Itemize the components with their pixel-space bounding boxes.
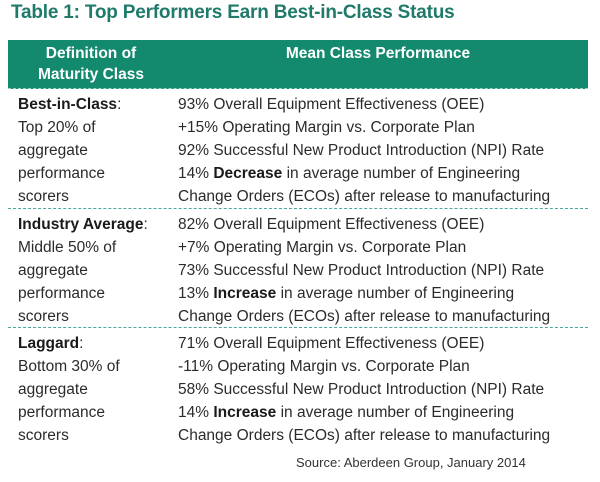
table-row-best-in-class: Best-in-Class: Top 20% of aggregate perf… bbox=[8, 89, 588, 209]
class-label: Industry Average: bbox=[18, 213, 178, 236]
metric-margin: +7% Operating Margin vs. Corporate Plan bbox=[178, 239, 467, 256]
metric-eco-line2: Change Orders (ECOs) after release to ma… bbox=[178, 188, 551, 205]
metric-npi: 58% Successful New Product Introduction … bbox=[178, 381, 545, 398]
header-col1-line1: Definition of bbox=[45, 45, 137, 62]
class-name: Laggard bbox=[18, 335, 80, 352]
metric-eco: 14% Decrease in average number of Engine… bbox=[178, 162, 588, 185]
eco-suffix: in average number of Engineering bbox=[276, 404, 515, 421]
header-definition-of-maturity-class: Definition of Maturity Class bbox=[16, 43, 166, 85]
definition-line: performance bbox=[18, 404, 106, 421]
metric-eco-line2: Change Orders (ECOs) after release to ma… bbox=[178, 308, 551, 325]
class-colon: : bbox=[79, 335, 84, 352]
class-label: Laggard: bbox=[18, 332, 178, 355]
class-colon: : bbox=[143, 216, 148, 233]
definition-line: aggregate bbox=[18, 142, 88, 159]
metric-eco: 13% Increase in average number of Engine… bbox=[178, 282, 588, 305]
definition-line: Top 20% of bbox=[18, 119, 96, 136]
definition-line: performance bbox=[18, 165, 106, 182]
definition-line: aggregate bbox=[18, 381, 88, 398]
definition-line: scorers bbox=[18, 308, 69, 325]
table-row-laggard: Laggard: Bottom 30% of aggregate perform… bbox=[8, 328, 588, 448]
metric-npi: 73% Successful New Product Introduction … bbox=[178, 262, 545, 279]
definition-line: scorers bbox=[18, 427, 69, 444]
header-mean-class-performance: Mean Class Performance bbox=[285, 45, 471, 62]
header-col1-line2: Maturity Class bbox=[38, 66, 144, 83]
eco-suffix: in average number of Engineering bbox=[282, 165, 521, 182]
class-name: Industry Average bbox=[18, 216, 144, 233]
eco-direction: Increase bbox=[213, 404, 277, 421]
eco-prefix: 14% bbox=[178, 165, 214, 182]
eco-suffix: in average number of Engineering bbox=[276, 285, 515, 302]
metric-eco-line2: Change Orders (ECOs) after release to ma… bbox=[178, 427, 551, 444]
class-label: Best-in-Class: bbox=[18, 93, 178, 116]
table-title: Table 1: Top Performers Earn Best-in-Cla… bbox=[11, 2, 455, 23]
definition-line: scorers bbox=[18, 188, 69, 205]
definition-line: performance bbox=[18, 285, 106, 302]
eco-direction: Decrease bbox=[213, 165, 283, 182]
definition-line: Bottom 30% of bbox=[18, 358, 120, 375]
class-name: Best-in-Class bbox=[18, 96, 118, 113]
performance-cell: 93% Overall Equipment Effectiveness (OEE… bbox=[178, 93, 588, 208]
performance-cell: 71% Overall Equipment Effectiveness (OEE… bbox=[178, 332, 588, 447]
definition-cell: Best-in-Class: Top 20% of aggregate perf… bbox=[18, 93, 178, 208]
table-row-industry-average: Industry Average: Middle 50% of aggregat… bbox=[8, 209, 588, 328]
metric-margin: +15% Operating Margin vs. Corporate Plan bbox=[178, 119, 475, 136]
eco-prefix: 13% bbox=[178, 285, 214, 302]
table-header: Definition of Maturity Class Mean Class … bbox=[8, 40, 588, 89]
definition-cell: Laggard: Bottom 30% of aggregate perform… bbox=[18, 332, 178, 447]
source-note: Source: Aberdeen Group, January 2014 bbox=[296, 455, 526, 470]
definition-cell: Industry Average: Middle 50% of aggregat… bbox=[18, 213, 178, 328]
metric-oee: 71% Overall Equipment Effectiveness (OEE… bbox=[178, 335, 485, 352]
definition-line: Middle 50% of bbox=[18, 239, 117, 256]
performance-cell: 82% Overall Equipment Effectiveness (OEE… bbox=[178, 213, 588, 328]
metric-eco: 14% Increase in average number of Engine… bbox=[178, 401, 588, 424]
eco-direction: Increase bbox=[213, 285, 277, 302]
maturity-class-table: Definition of Maturity Class Mean Class … bbox=[8, 40, 588, 448]
metric-oee: 93% Overall Equipment Effectiveness (OEE… bbox=[178, 96, 485, 113]
definition-line: aggregate bbox=[18, 262, 88, 279]
metric-oee: 82% Overall Equipment Effectiveness (OEE… bbox=[178, 216, 485, 233]
eco-prefix: 14% bbox=[178, 404, 214, 421]
metric-npi: 92% Successful New Product Introduction … bbox=[178, 142, 545, 159]
class-colon: : bbox=[117, 96, 122, 113]
metric-margin: -11% Operating Margin vs. Corporate Plan bbox=[178, 358, 470, 375]
